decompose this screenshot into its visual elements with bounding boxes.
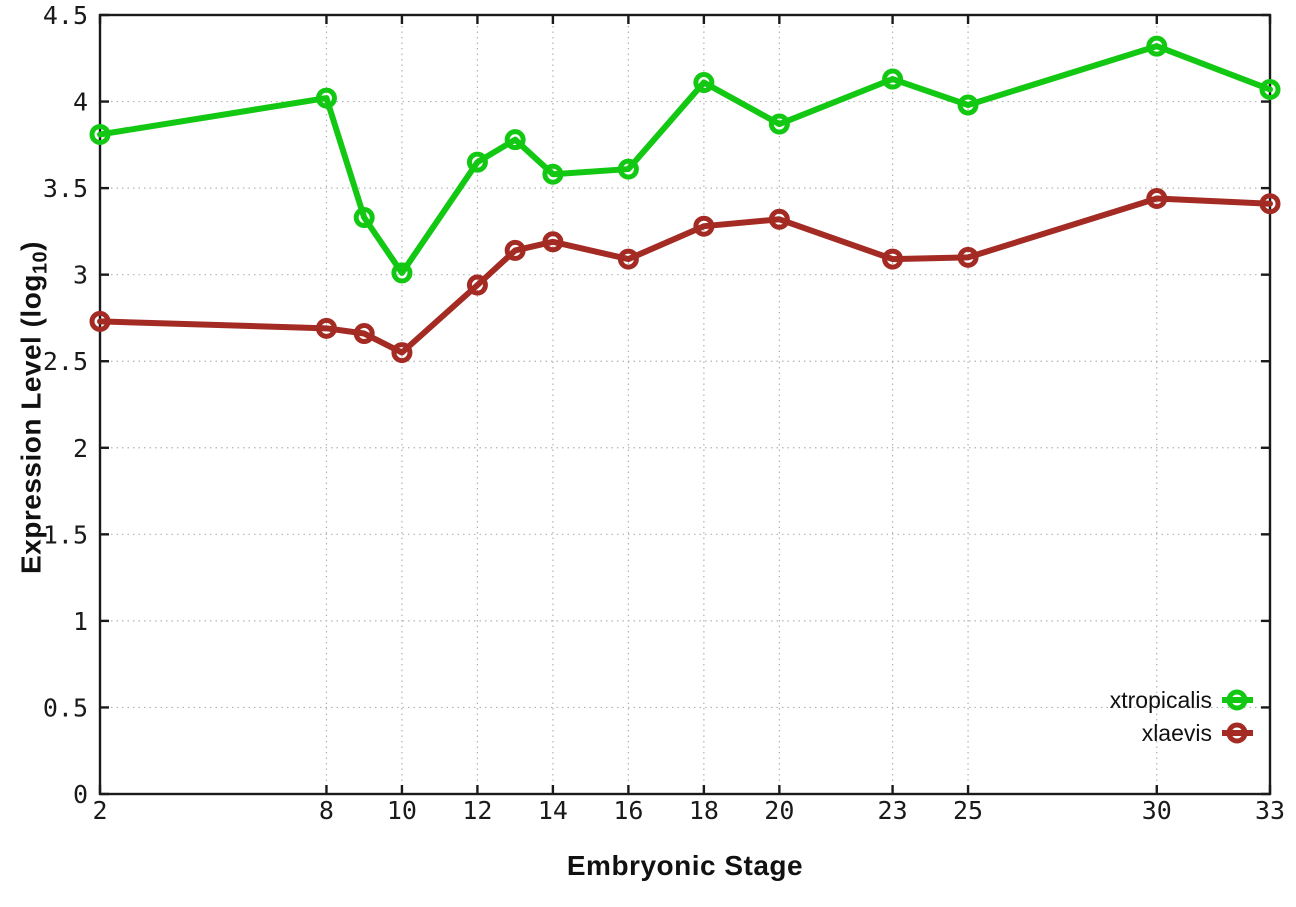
x-tick-label: 25	[953, 796, 983, 825]
y-tick-label: 0.5	[43, 693, 88, 722]
legend-label-xtropicalis: xtropicalis	[1110, 687, 1212, 713]
data-point-xlaevis-stage-30	[1146, 187, 1168, 209]
y-axis-title-text: Expression Level (log	[15, 274, 47, 574]
data-point-xlaevis-stage-14	[542, 231, 564, 253]
x-tick-label: 12	[462, 796, 492, 825]
x-tick-label: 33	[1255, 796, 1285, 825]
data-point-xtropicalis-stage-9	[353, 207, 375, 229]
legend-label-xlaevis: xlaevis	[1142, 720, 1212, 746]
data-point-xlaevis-stage-9	[353, 323, 375, 345]
x-tick-label: 30	[1142, 796, 1172, 825]
data-point-xlaevis-stage-12	[466, 274, 488, 296]
x-tick-label: 2	[92, 796, 107, 825]
data-point-xtropicalis-stage-13	[504, 129, 526, 151]
series-line-xtropicalis	[97, 43, 1273, 276]
y-tick-label: 3	[73, 261, 88, 290]
data-point-xtropicalis-stage-30	[1146, 35, 1168, 57]
x-tick-label: 20	[764, 796, 794, 825]
y-tick-label: 2.5	[43, 347, 88, 376]
x-tick-label: 18	[689, 796, 719, 825]
data-point-xtropicalis-stage-18	[693, 72, 715, 94]
data-point-xlaevis-stage-16	[617, 248, 639, 270]
x-tick-label: 14	[538, 796, 568, 825]
y-tick-label: 4.5	[43, 1, 88, 30]
y-tick-label: 1.5	[43, 520, 88, 549]
data-point-xlaevis-stage-13	[504, 239, 526, 261]
data-point-xtropicalis-stage-16	[617, 158, 639, 180]
y-tick-label: 0	[73, 780, 88, 809]
legend-marker-xlaevis	[1226, 722, 1248, 744]
y-axis-title-subscript: 10	[29, 250, 52, 275]
y-tick-label: 3.5	[43, 174, 88, 203]
data-point-xlaevis-stage-23	[882, 248, 904, 270]
series-line-xlaevis	[97, 195, 1273, 356]
x-tick-label: 8	[319, 796, 334, 825]
data-point-xtropicalis-stage-23	[882, 68, 904, 90]
data-point-xtropicalis-stage-2	[89, 123, 111, 145]
x-tick-label: 10	[387, 796, 417, 825]
plot-frame	[98, 13, 1272, 796]
y-tick-label: 2	[73, 434, 88, 463]
y-axis-title: Expression Level (log10)	[16, 18, 53, 798]
y-axis-title-close: )	[15, 241, 47, 251]
y-tick-label: 4	[73, 88, 88, 117]
data-point-xlaevis-stage-10	[391, 342, 413, 364]
data-point-xlaevis-stage-2	[89, 310, 111, 332]
data-point-xtropicalis-stage-25	[957, 94, 979, 116]
data-point-xtropicalis-stage-33	[1259, 78, 1281, 100]
data-point-xlaevis-stage-33	[1259, 193, 1281, 215]
data-point-xlaevis-stage-18	[693, 215, 715, 237]
data-point-xlaevis-stage-20	[768, 208, 790, 230]
y-tick-label: 1	[73, 607, 88, 636]
data-point-xlaevis-stage-8	[315, 317, 337, 339]
x-axis-title: Embryonic Stage	[566, 850, 804, 881]
x-tick-label: 16	[613, 796, 643, 825]
data-point-xtropicalis-stage-8	[315, 87, 337, 109]
data-point-xtropicalis-stage-10	[391, 262, 413, 284]
legend-marker-xtropicalis	[1226, 689, 1248, 711]
data-point-xtropicalis-stage-14	[542, 163, 564, 185]
data-point-xtropicalis-stage-12	[466, 151, 488, 173]
data-point-xlaevis-stage-25	[957, 246, 979, 268]
data-point-xtropicalis-stage-20	[768, 113, 790, 135]
x-tick-label: 23	[878, 796, 908, 825]
